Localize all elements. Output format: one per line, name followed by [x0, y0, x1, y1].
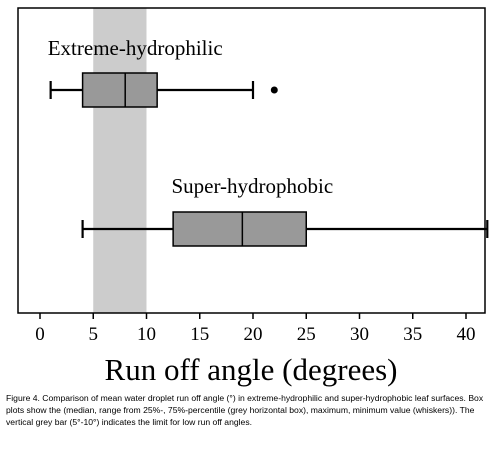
- box-series-group: Extreme-hydrophilic Super-hydrophobic: [48, 36, 489, 247]
- x-tick-label-30: 30: [350, 324, 369, 345]
- boxplot-chart: Extreme-hydrophilic Super-hydrophobic 0 5 1…: [17, 7, 489, 387]
- x-tick-label-20: 20: [244, 324, 263, 345]
- x-tick-label-0: 0: [35, 324, 45, 345]
- low-angle-band: [93, 8, 147, 313]
- x-tick-label-5: 5: [89, 324, 99, 345]
- super-hydrophobic-label: Super-hydrophobic: [171, 174, 333, 198]
- x-axis-title: Run off angle (degrees): [105, 352, 398, 387]
- x-tick-label-35: 35: [403, 324, 422, 345]
- figure-caption: Figure 4. Comparison of mean water dropl…: [6, 393, 484, 427]
- x-axis-ticks: 0 5 10 15 20 25 30 35 40: [35, 313, 476, 345]
- super-hydrophobic-iqr-box: [172, 211, 307, 247]
- x-tick-label-40: 40: [457, 324, 476, 345]
- plot-frame: [17, 7, 486, 314]
- extreme-hydrophilic-outlier-0: [270, 86, 278, 94]
- x-tick-label-15: 15: [190, 324, 209, 345]
- x-tick-label-25: 25: [297, 324, 316, 345]
- x-tick-label-10: 10: [137, 324, 156, 345]
- extreme-hydrophilic-iqr-box: [81, 72, 158, 108]
- extreme-hydrophilic-label: Extreme-hydrophilic: [48, 36, 223, 60]
